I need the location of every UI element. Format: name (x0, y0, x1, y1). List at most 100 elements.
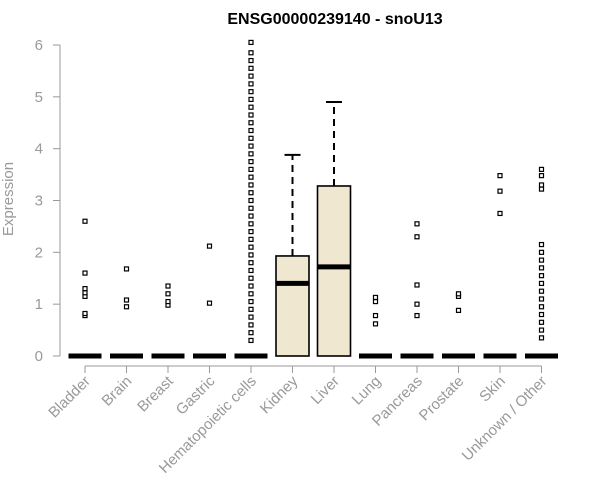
outlier-point (372, 298, 379, 305)
outlier-point (538, 173, 545, 179)
outlier-point (248, 283, 254, 289)
outlier-point (414, 282, 420, 288)
outlier-point (248, 337, 254, 344)
outlier-point (372, 321, 379, 327)
outlier-point (455, 307, 462, 313)
outlier-point (538, 296, 545, 302)
y-tick-label: 6 (35, 37, 43, 54)
outlier-point (497, 188, 503, 194)
outlier-point (82, 310, 88, 317)
outlier-point (248, 244, 254, 250)
outlier-point (82, 270, 88, 276)
box-group (275, 153, 310, 357)
outlier-point (414, 301, 420, 307)
outlier-point (538, 241, 545, 248)
x-tick-label: Liver (308, 373, 343, 408)
outlier-point (414, 234, 420, 240)
outlier-point (248, 229, 254, 235)
box-group (110, 266, 143, 359)
outlier-point (248, 197, 254, 204)
outlier-point (248, 314, 254, 320)
outlier-point (538, 265, 545, 271)
y-axis-label: Expression (0, 162, 17, 236)
outlier-point (165, 298, 171, 305)
outlier-point (455, 291, 462, 297)
outlier-point (248, 127, 254, 134)
outlier-point (248, 298, 254, 305)
outlier-point (165, 291, 171, 297)
outlier-point (248, 112, 254, 118)
x-tick-label: Kidney (257, 372, 302, 417)
outlier-point (248, 260, 254, 266)
outlier-point (82, 218, 88, 224)
outlier-point (248, 151, 254, 157)
outlier-point (248, 57, 254, 64)
box-group (316, 101, 352, 357)
outlier-point (206, 243, 213, 249)
box-body (275, 255, 310, 357)
y-tick-label: 0 (35, 348, 43, 365)
outlier-point (248, 267, 254, 274)
outlier-point (248, 236, 254, 242)
outlier-point (538, 335, 545, 341)
box-group (68, 218, 102, 359)
outlier-point (538, 288, 545, 294)
y-tick-label: 3 (35, 193, 43, 210)
x-tick-label: Skin (476, 373, 509, 406)
x-tick-label: Prostate (416, 373, 468, 425)
outlier-point (248, 39, 254, 46)
outlier-point (248, 65, 254, 71)
outlier-point (248, 174, 254, 180)
outlier-point (248, 213, 254, 219)
outlier-point (414, 221, 420, 227)
box-group (234, 39, 268, 359)
box-group (483, 173, 517, 359)
outlier-point (248, 205, 254, 211)
box-group (151, 283, 185, 359)
box-group (400, 221, 434, 359)
outlier-point (165, 283, 171, 289)
y-tick-label: 1 (35, 296, 43, 313)
outlier-point (538, 273, 545, 279)
outlier-point (248, 252, 254, 258)
outlier-point (248, 135, 254, 141)
y-tick-label: 4 (35, 141, 43, 158)
outlier-point (248, 190, 254, 196)
outlier-point (248, 73, 254, 79)
outlier-point (497, 173, 503, 179)
plot-area (68, 39, 558, 359)
outlier-point (123, 297, 130, 303)
box-group (442, 291, 475, 359)
outlier-point (248, 221, 254, 227)
outlier-point (248, 322, 254, 328)
outlier-point (538, 311, 545, 318)
outlier-point (372, 312, 379, 319)
outlier-point (248, 120, 254, 126)
outlier-point (248, 143, 254, 149)
box-body (316, 185, 352, 357)
outlier-point (82, 290, 88, 296)
outlier-point (248, 159, 254, 165)
outlier-point (248, 291, 254, 297)
x-tick-label: Breast (134, 372, 177, 415)
chart-title: ENSG00000239140 - snoU13 (227, 11, 442, 28)
outlier-point (538, 166, 545, 172)
outlier-point (248, 104, 254, 110)
outlier-point (123, 304, 130, 310)
x-tick-label: Brain (99, 373, 136, 410)
box-group (525, 166, 558, 359)
outlier-point (414, 312, 420, 319)
outlier-point (248, 81, 254, 87)
y-tick-label: 2 (35, 244, 43, 261)
outlier-point (538, 249, 545, 255)
outlier-point (538, 257, 545, 263)
outlier-point (248, 275, 254, 281)
outlier-point (248, 306, 254, 312)
outlier-point (538, 327, 545, 333)
outlier-point (372, 294, 379, 301)
box-group (359, 294, 392, 359)
box-group (193, 243, 226, 359)
